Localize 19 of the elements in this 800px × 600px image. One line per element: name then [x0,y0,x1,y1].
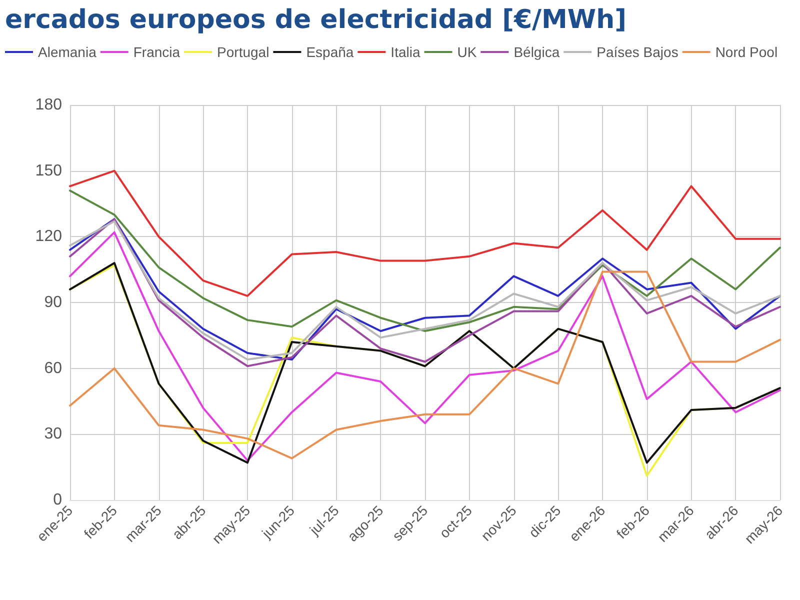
legend-label: Francia [133,44,180,60]
y-tick-label: 120 [35,228,62,246]
legend-label: Italia [390,44,420,60]
chart-title: ercados europeos de electricidad [€/MWh] [5,5,626,35]
y-tick-label: 0 [53,492,62,508]
y-tick-label: 180 [35,96,62,114]
legend-label: España [306,44,354,60]
y-tick-label: 150 [35,162,62,180]
y-tick-label: 60 [44,360,62,377]
y-tick-label: 30 [44,426,62,443]
legend-label: Nord Pool [715,44,778,60]
legend-label: Países Bajos [596,44,678,60]
legend-label: Bélgica [514,44,560,60]
legend-label: UK [457,44,478,60]
line-series [69,170,781,297]
legend-label: Alemania [38,44,97,60]
legend-label: Portugal [217,44,270,60]
line-series [69,190,781,332]
y-tick-label: 90 [44,294,62,311]
